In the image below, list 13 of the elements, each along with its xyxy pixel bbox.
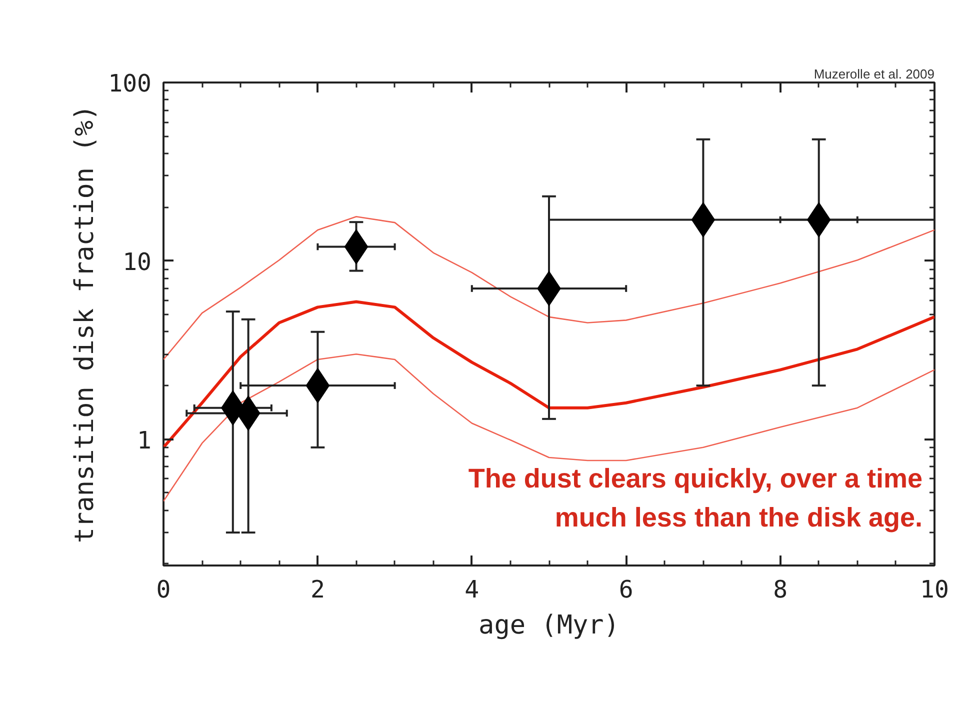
x-tick-label: 0: [156, 576, 171, 604]
y-axis-title: transition disk fraction (%): [70, 104, 100, 544]
text: Muzerolle et al. 2009: [814, 66, 935, 82]
y-tick-label: 10: [122, 248, 152, 276]
x-tick-label: 10: [920, 576, 949, 604]
x-tick-label: 4: [464, 576, 480, 604]
x-tick-label: 2: [310, 576, 325, 604]
annotation: The dust clears quickly, over a time much less than the disk age.: [468, 464, 923, 533]
x-axis-title: age (Myr): [478, 610, 620, 640]
x-tick-label: 8: [773, 576, 788, 604]
x-tick-label: 6: [618, 576, 634, 604]
y-tick-label: 100: [108, 70, 152, 98]
y-tick-label: 1: [137, 426, 152, 454]
